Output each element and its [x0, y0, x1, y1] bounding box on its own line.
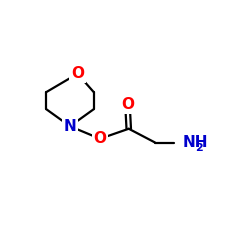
- Text: O: O: [71, 66, 84, 81]
- Text: O: O: [121, 98, 134, 112]
- Text: O: O: [94, 131, 106, 146]
- Text: 2: 2: [196, 143, 203, 153]
- Text: N: N: [64, 119, 76, 134]
- Text: NH: NH: [182, 135, 208, 150]
